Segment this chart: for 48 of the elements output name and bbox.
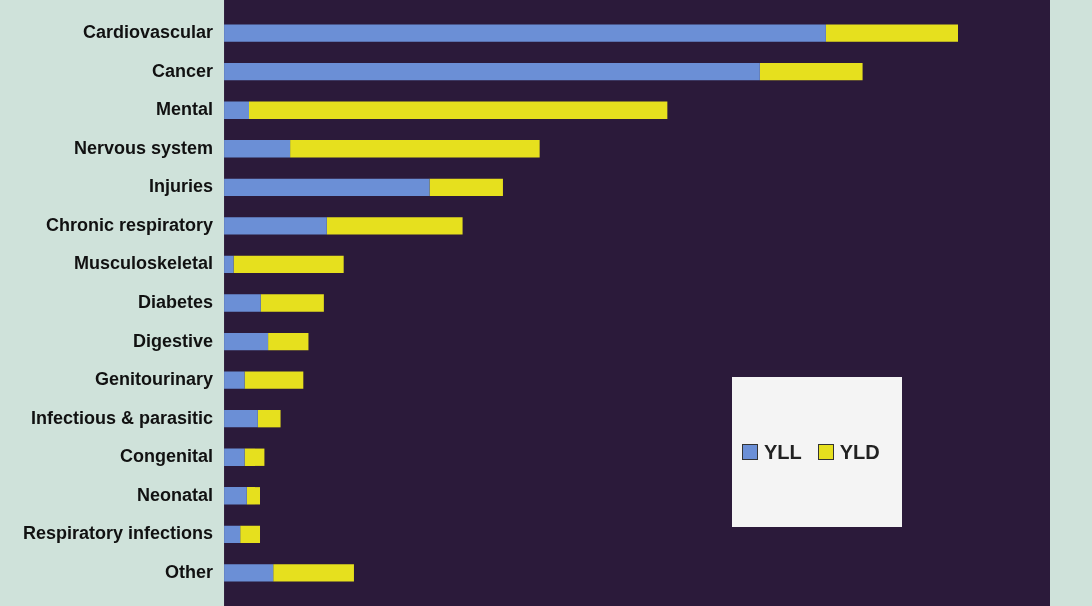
bar (759, 62, 863, 81)
bar (224, 332, 269, 351)
bar (224, 525, 241, 544)
y-tick-label: Genitourinary (95, 369, 214, 390)
y-tick-label: Nervous system (73, 137, 214, 158)
bar (244, 448, 265, 466)
bar (273, 564, 354, 582)
y-tick-label: Injuries (149, 176, 214, 197)
y-tick-label: Other (165, 561, 214, 582)
bar (224, 217, 327, 235)
bar (825, 24, 958, 42)
bar (224, 62, 760, 81)
bar (233, 255, 344, 274)
bar (244, 371, 304, 389)
bar (224, 487, 247, 505)
bar (268, 332, 309, 351)
bar (224, 101, 249, 119)
bar (224, 564, 274, 582)
y-tick-label: Respiratory infections (23, 523, 214, 544)
bar (224, 371, 245, 389)
bar (224, 255, 234, 274)
bar (224, 410, 258, 428)
bar (290, 140, 540, 158)
y-tick-label: Mental (156, 99, 214, 120)
y-tick-label: Digestive (133, 330, 214, 351)
y-tick-label: Neonatal (137, 484, 214, 505)
bar (257, 410, 281, 428)
y-tick-label: Chronic respiratory (46, 214, 214, 235)
bar (240, 525, 261, 544)
bar (429, 178, 503, 196)
bar (260, 294, 324, 312)
legend-label: YLL (764, 440, 802, 464)
y-tick-label: Cardiovascular (82, 22, 214, 43)
bar (326, 217, 463, 235)
legend-label: YLD (839, 440, 880, 464)
bar (224, 178, 430, 196)
bar (246, 487, 261, 505)
bar (224, 24, 826, 42)
y-tick-label: Infectious & parasitic (30, 407, 214, 428)
bar (224, 294, 261, 312)
bar (224, 448, 245, 466)
y-tick-label: Musculoskeletal (73, 253, 214, 274)
bar (224, 140, 291, 158)
legend-box: YLL YLD (732, 377, 902, 528)
bar (249, 101, 668, 119)
y-tick-label: Cancer (152, 60, 214, 81)
y-tick-label: Diabetes (138, 291, 214, 312)
y-tick-label: Congenital (120, 446, 214, 467)
